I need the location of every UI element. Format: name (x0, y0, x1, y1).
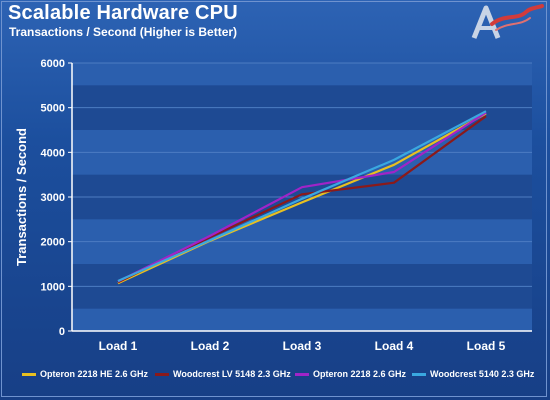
y-tick-label: 2000 (41, 237, 65, 249)
y-tick-label: 4000 (41, 147, 65, 159)
plot-band (72, 219, 532, 242)
chart-title: Scalable Hardware CPU (8, 2, 238, 24)
chart-subtitle: Transactions / Second (Higher is Better) (9, 25, 238, 39)
plot-band (72, 308, 532, 331)
y-tick-label: 0 (59, 326, 65, 338)
legend-swatch (412, 372, 426, 376)
site-logo-icon (471, 4, 544, 39)
legend-swatch (22, 372, 36, 376)
legend-swatch (295, 372, 309, 376)
y-tick-label: 1000 (41, 281, 65, 293)
legend-swatch (155, 372, 169, 376)
legend-label: Woodcrest LV 5148 2.3 GHz (173, 369, 291, 379)
plot-band (72, 63, 532, 86)
legend-label: Woodcrest 5140 2.3 GHz (430, 369, 535, 379)
x-tick-label: Load 4 (375, 339, 414, 353)
x-tick-label: Load 3 (283, 339, 322, 353)
x-tick-label: Load 5 (467, 339, 506, 353)
legend-item: Opteron 2218 2.6 GHz (295, 369, 406, 379)
plot-band (72, 241, 532, 264)
legend-item: Woodcrest LV 5148 2.3 GHz (155, 369, 291, 379)
plot-band (72, 152, 532, 175)
series-line-4 (117, 110, 487, 283)
chart-legend: Opteron 2218 HE 2.6 GHz Woodcrest LV 5148… (0, 363, 550, 389)
x-tick-label: Load 2 (191, 339, 230, 353)
series-line-3 (117, 111, 487, 283)
x-tick-label: Load 1 (99, 339, 138, 353)
legend-item: Opteron 2218 HE 2.6 GHz (22, 369, 148, 379)
y-tick-label: 6000 (41, 58, 65, 70)
legend-label: Opteron 2218 HE 2.6 GHz (40, 369, 149, 379)
legend-label: Opteron 2218 2.6 GHz (313, 369, 407, 379)
y-tick-label: 3000 (41, 192, 65, 204)
legend-item: Woodcrest 5140 2.3 GHz (412, 369, 534, 379)
y-axis-title: Transactions / Second (14, 128, 29, 266)
y-tick-label: 5000 (41, 103, 65, 115)
